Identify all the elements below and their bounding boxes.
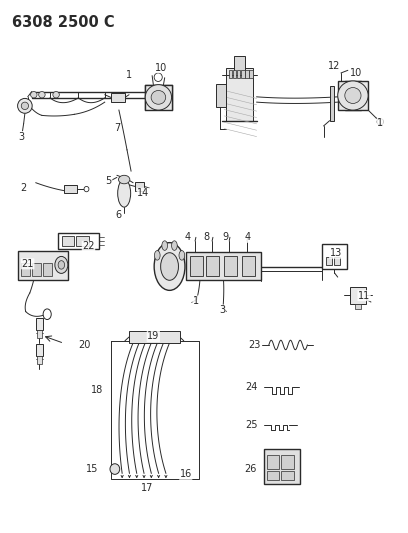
Bar <box>326 257 332 265</box>
Bar <box>76 236 89 246</box>
Ellipse shape <box>151 91 166 104</box>
Ellipse shape <box>21 102 29 110</box>
Bar <box>32 263 41 276</box>
Ellipse shape <box>55 256 68 273</box>
Bar <box>338 81 368 110</box>
Ellipse shape <box>118 175 130 184</box>
Bar <box>186 252 261 280</box>
Text: 17: 17 <box>141 483 153 493</box>
Ellipse shape <box>172 241 177 251</box>
Text: 13: 13 <box>330 248 342 259</box>
Ellipse shape <box>43 309 51 319</box>
Ellipse shape <box>179 251 185 260</box>
Bar <box>37 330 42 338</box>
Text: 7: 7 <box>114 123 120 133</box>
Ellipse shape <box>154 243 185 290</box>
Bar <box>129 331 180 343</box>
Bar <box>355 304 361 309</box>
Bar <box>330 86 335 120</box>
Ellipse shape <box>58 261 64 269</box>
Bar <box>282 471 293 480</box>
Bar <box>64 185 77 193</box>
Bar <box>190 256 203 276</box>
Text: 22: 22 <box>82 241 95 252</box>
Bar <box>206 256 219 276</box>
Bar <box>334 257 340 265</box>
Ellipse shape <box>338 81 368 110</box>
Ellipse shape <box>377 118 384 125</box>
Bar <box>62 236 74 246</box>
Text: 20: 20 <box>78 340 91 350</box>
Bar <box>264 449 300 484</box>
Bar <box>245 70 248 78</box>
Bar <box>322 244 347 269</box>
Text: 10: 10 <box>350 68 362 78</box>
Text: 3: 3 <box>19 132 25 142</box>
Text: 1: 1 <box>193 296 199 306</box>
Text: 19: 19 <box>147 332 160 342</box>
Text: 3: 3 <box>219 305 225 315</box>
Text: 4: 4 <box>185 232 191 243</box>
Text: 5: 5 <box>106 175 112 185</box>
Text: 10: 10 <box>155 63 168 72</box>
Bar <box>216 84 226 108</box>
Text: 2: 2 <box>20 183 27 193</box>
Bar <box>350 287 366 304</box>
Ellipse shape <box>39 92 45 98</box>
Text: 11: 11 <box>358 290 370 301</box>
Bar <box>241 70 244 78</box>
Text: 18: 18 <box>91 384 103 394</box>
Bar <box>229 70 233 78</box>
Text: 25: 25 <box>246 419 258 430</box>
Bar <box>267 455 279 469</box>
Text: 21: 21 <box>22 259 34 269</box>
Ellipse shape <box>118 180 131 207</box>
Text: 8: 8 <box>204 232 210 243</box>
Ellipse shape <box>18 99 32 114</box>
Bar <box>36 344 43 356</box>
Bar <box>36 318 43 330</box>
Bar <box>43 263 52 276</box>
Text: 9: 9 <box>222 232 228 243</box>
Text: 16: 16 <box>180 470 192 479</box>
Text: 12: 12 <box>328 61 340 71</box>
Ellipse shape <box>155 251 160 260</box>
Bar <box>249 70 253 78</box>
Text: 6: 6 <box>116 209 122 220</box>
Text: 6308 2500 C: 6308 2500 C <box>11 14 114 30</box>
Bar <box>233 70 236 78</box>
Ellipse shape <box>145 85 172 110</box>
Ellipse shape <box>162 241 168 251</box>
Bar <box>267 471 279 480</box>
Text: 23: 23 <box>248 340 261 350</box>
Text: 15: 15 <box>86 464 99 474</box>
Bar <box>282 455 293 469</box>
Text: 14: 14 <box>137 188 149 198</box>
Bar <box>242 256 255 276</box>
Text: 24: 24 <box>246 382 258 392</box>
Text: 1: 1 <box>377 118 384 128</box>
Bar <box>145 85 172 110</box>
Bar <box>226 68 253 120</box>
Bar <box>234 56 244 75</box>
Ellipse shape <box>110 464 120 474</box>
Text: 1: 1 <box>126 70 132 79</box>
Bar <box>111 93 125 102</box>
Bar <box>18 251 68 280</box>
Text: 4: 4 <box>245 232 251 243</box>
Ellipse shape <box>53 92 59 98</box>
Ellipse shape <box>31 92 37 98</box>
Bar <box>21 263 30 276</box>
Bar <box>37 356 42 364</box>
Text: 26: 26 <box>244 464 257 474</box>
Bar <box>58 233 99 249</box>
Ellipse shape <box>161 253 178 280</box>
Ellipse shape <box>84 187 89 192</box>
Bar <box>237 70 240 78</box>
Ellipse shape <box>154 73 162 82</box>
Ellipse shape <box>345 87 361 103</box>
Bar <box>135 182 144 191</box>
Bar <box>224 256 237 276</box>
